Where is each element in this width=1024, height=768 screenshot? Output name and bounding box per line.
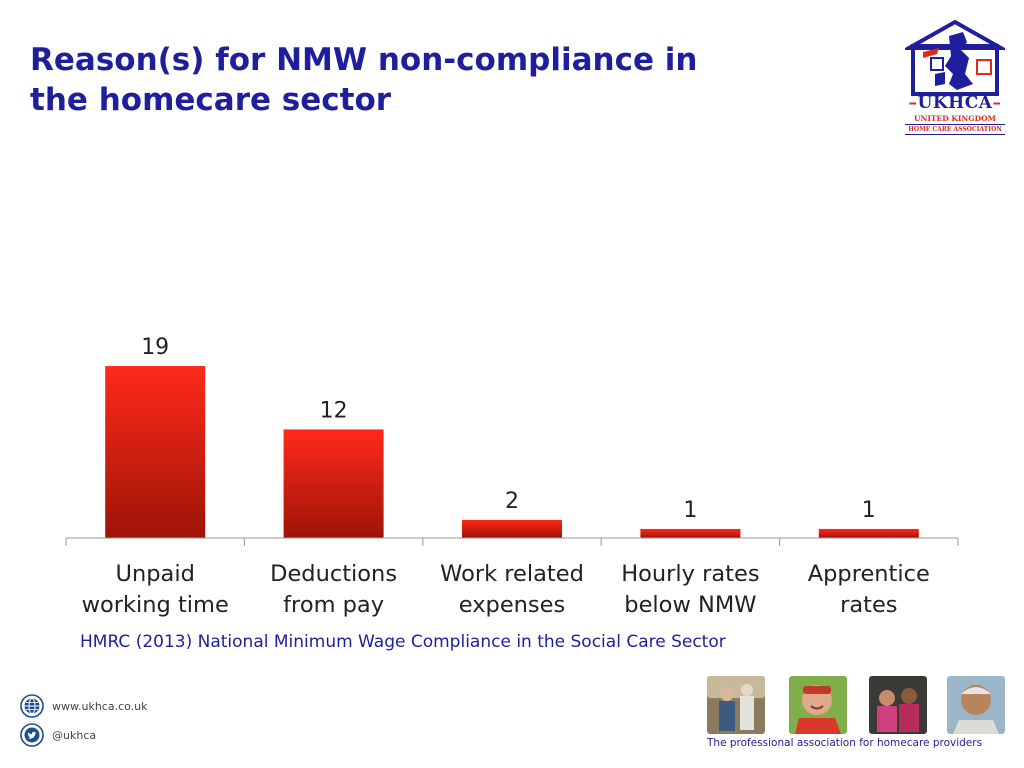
photo-two-women: [869, 676, 927, 734]
logo-wordmark: –UKHCA– UNITED KINGDOM HOME CARE ASSOCIA…: [905, 93, 1005, 136]
bar: [105, 366, 206, 538]
photo-elderly-man: [947, 676, 1005, 734]
data-label: 19: [141, 335, 169, 360]
house-logo-icon: [905, 19, 1005, 96]
globe-icon: [20, 694, 44, 718]
x-tick-label: from pay: [283, 592, 384, 618]
x-tick-label: expenses: [459, 592, 565, 618]
data-label: 1: [683, 498, 697, 523]
bar: [283, 429, 384, 538]
slide-title: Reason(s) for NMW non-compliance in the …: [30, 40, 830, 120]
x-tick-label: Apprentice: [808, 561, 930, 587]
bar: [640, 528, 741, 538]
x-tick-label: Unpaid: [116, 561, 195, 587]
x-tick-label: working time: [82, 592, 229, 618]
data-label: 12: [320, 398, 348, 423]
logo-main-text: –UKHCA–: [908, 93, 1002, 113]
bar: [818, 528, 919, 538]
bar: [462, 519, 562, 538]
slide-title-line-2: the homecare sector: [30, 82, 392, 118]
slide-title-line-1: Reason(s) for NMW non-compliance in: [30, 42, 698, 78]
twitter-icon: [20, 723, 44, 747]
data-label: 1: [862, 498, 876, 523]
x-tick-label: Deductions: [270, 561, 397, 587]
logo-subtitle-2: HOME CARE ASSOCIATION: [908, 126, 1002, 133]
data-label: 2: [505, 489, 519, 514]
x-tick-label: Work related: [440, 561, 584, 587]
logo-rule-bottom: [905, 134, 1005, 135]
source-note: HMRC (2013) National Minimum Wage Compli…: [80, 632, 726, 652]
photo-strip: [707, 676, 1005, 734]
twitter-handle: @ukhca: [52, 728, 97, 742]
twitter-link[interactable]: @ukhca: [20, 723, 96, 747]
x-tick-label: Hourly rates: [621, 561, 759, 587]
footer-tagline: The professional association for homecar…: [707, 737, 983, 749]
website-text: www.ukhca.co.uk: [52, 699, 148, 713]
x-tick-label: rates: [840, 592, 897, 618]
website-link[interactable]: www.ukhca.co.uk: [20, 694, 148, 718]
logo-subtitle-1: UNITED KINGDOM: [914, 114, 996, 123]
x-tick-label: below NMW: [624, 592, 756, 618]
photo-carer-elderly: [707, 676, 765, 734]
photo-smiling-man: [789, 676, 847, 734]
logo-rule: [905, 124, 1005, 125]
